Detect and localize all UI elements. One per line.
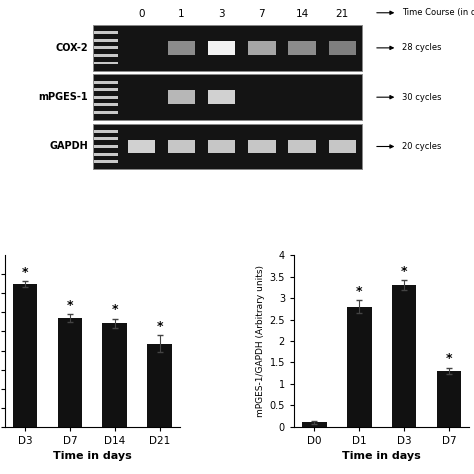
Bar (208, 41, 236, 55)
Text: Time Course (in da: Time Course (in da (402, 8, 474, 17)
Text: 3: 3 (219, 9, 225, 19)
Text: *: * (401, 264, 407, 278)
Text: *: * (356, 285, 363, 298)
Bar (93, 25, 363, 71)
Text: 21: 21 (336, 9, 349, 19)
Bar (93, 74, 363, 120)
Bar (94, 31, 118, 34)
Text: *: * (446, 352, 452, 365)
Bar (94, 46, 118, 49)
Bar (94, 111, 118, 114)
Bar (94, 81, 118, 83)
Bar (94, 103, 118, 106)
Bar (94, 96, 118, 99)
Bar (437, 371, 461, 427)
Text: 14: 14 (295, 9, 309, 19)
Bar (147, 344, 172, 427)
Bar (58, 318, 82, 427)
Bar (347, 307, 372, 427)
Bar (328, 41, 356, 55)
Text: 0: 0 (138, 9, 145, 19)
Text: *: * (156, 320, 163, 333)
Bar (302, 422, 327, 427)
Bar (13, 284, 37, 427)
Text: 1: 1 (178, 9, 185, 19)
Bar (94, 130, 118, 133)
Bar (392, 285, 416, 427)
Bar (94, 62, 118, 64)
X-axis label: Time in days: Time in days (53, 451, 132, 461)
Bar (289, 140, 316, 153)
Bar (168, 140, 195, 153)
Text: *: * (111, 303, 118, 316)
Bar (94, 54, 118, 57)
Bar (208, 91, 236, 104)
Text: 20 cycles: 20 cycles (402, 142, 441, 151)
Bar (128, 140, 155, 153)
Bar (208, 140, 236, 153)
Text: 7: 7 (259, 9, 265, 19)
Bar (94, 137, 118, 140)
Bar (93, 124, 363, 169)
Bar (102, 323, 127, 427)
Text: 30 cycles: 30 cycles (402, 93, 441, 102)
Bar (168, 91, 195, 104)
Bar (94, 153, 118, 155)
Text: mPGES-1: mPGES-1 (39, 92, 88, 102)
Bar (94, 39, 118, 42)
Bar (94, 145, 118, 148)
Y-axis label: mPGES-1/GAPDH (Arbitrary units): mPGES-1/GAPDH (Arbitrary units) (256, 265, 265, 417)
Bar (289, 41, 316, 55)
Bar (328, 140, 356, 153)
Text: COX-2: COX-2 (56, 43, 88, 53)
Bar (168, 41, 195, 55)
Bar (248, 140, 275, 153)
Text: 28 cycles: 28 cycles (402, 44, 441, 52)
Text: *: * (67, 299, 73, 312)
Text: GAPDH: GAPDH (50, 142, 88, 152)
Bar (94, 160, 118, 163)
X-axis label: Time in days: Time in days (342, 451, 421, 461)
Bar (94, 88, 118, 91)
Bar (248, 41, 275, 55)
Text: *: * (22, 265, 28, 279)
